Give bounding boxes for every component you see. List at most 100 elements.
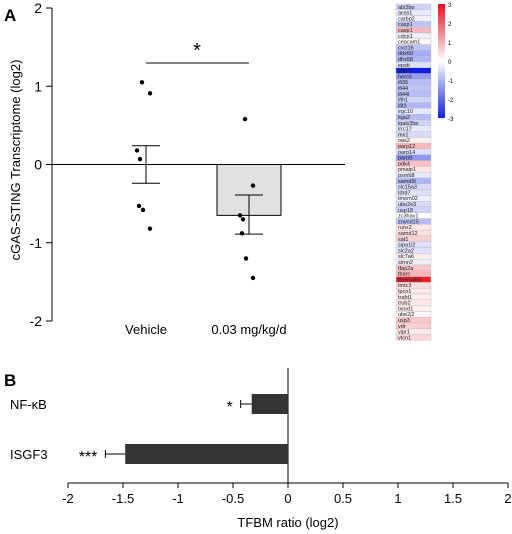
x-tick-label: -1.5 xyxy=(112,491,134,506)
gene-label: ddx60 xyxy=(398,51,413,57)
category-label: NF-κB xyxy=(10,397,47,412)
gene-label: herc6 xyxy=(398,74,412,80)
category-label: Vehicle xyxy=(125,322,167,337)
x-tick-label: 0.5 xyxy=(334,491,352,506)
gene-label: tmem45b xyxy=(398,277,421,283)
gene-label: tfap2a xyxy=(398,266,414,272)
x-tick-label: -0.5 xyxy=(222,491,244,506)
legend-tick-label: 3 xyxy=(448,3,452,9)
bar xyxy=(125,444,288,464)
panel-b-x-axis-label: TFBM ratio (log2) xyxy=(237,515,338,530)
y-tick-label: -2 xyxy=(30,313,43,329)
data-point xyxy=(147,226,153,231)
gene-label: lgals3bp xyxy=(398,121,419,127)
gene-label: trub2 xyxy=(398,301,411,307)
heatmap-color-legend: 3 2 1 0 -1 -2 -3 xyxy=(438,3,454,123)
gene-label: lrrc17 xyxy=(398,127,412,133)
significance-label: * xyxy=(226,399,232,416)
gene-label: vdr xyxy=(398,324,406,330)
gene-label: vipr1 xyxy=(398,330,410,336)
gene-label: ceacam1 xyxy=(398,40,420,46)
gene-label: epsti xyxy=(398,63,410,69)
gene-label: mx1 xyxy=(398,132,408,138)
data-point xyxy=(243,256,249,261)
panel-a-y-axis-label: cGAS-STING Transcriptome (log2) xyxy=(8,60,23,261)
gene-label: tmem02 xyxy=(398,196,418,202)
gene-label: usp18 xyxy=(398,208,413,214)
gene-label: slc2a2 xyxy=(398,248,414,254)
gene-label: ube2j2 xyxy=(398,312,415,318)
legend-tick-label: -3 xyxy=(448,117,454,123)
y-tick-label: 1 xyxy=(34,78,42,94)
legend-tick-label: 0 xyxy=(448,60,452,66)
gene-label: irgc10 xyxy=(398,109,413,115)
gene-label: sat1 xyxy=(398,237,408,243)
gene-label: parp9 xyxy=(398,156,412,162)
gene-label: psmb8 xyxy=(398,173,415,179)
gene-label: ifit3 xyxy=(398,103,407,109)
gene-label: parp14 xyxy=(398,150,415,156)
data-point xyxy=(134,148,140,153)
gene-label: samd12 xyxy=(398,231,418,237)
x-tick-label: 1 xyxy=(394,491,401,506)
panel-a-x-labels: Vehicle 0.03 mg/kg/d xyxy=(125,322,287,337)
panel-a-y-ticks: -2 -1 0 1 2 xyxy=(30,0,52,329)
legend-tick-label: 1 xyxy=(448,41,452,47)
gene-label: slc7a6 xyxy=(398,254,414,260)
data-point xyxy=(239,231,245,236)
gene-label: slc15a3 xyxy=(398,185,417,191)
gene-label: abi3bp xyxy=(398,5,415,11)
legend-tick-label: -2 xyxy=(448,98,454,104)
data-point xyxy=(139,80,145,85)
gene-label: ifi35 xyxy=(398,80,408,86)
y-tick-label: 0 xyxy=(34,157,42,173)
gene-label: vtcn1 xyxy=(398,335,411,341)
gene-label: zc3hav1 xyxy=(398,214,419,220)
gene-label: pdk4 xyxy=(398,161,410,167)
x-tick-label: -1 xyxy=(172,491,184,506)
significance-label: *** xyxy=(79,449,98,466)
gene-label: ifi44l xyxy=(398,92,409,98)
panel-a-letter: A xyxy=(4,6,16,25)
gene-label: casp1 xyxy=(398,22,413,28)
gene-label: oas2 xyxy=(398,138,410,144)
heatmap-cell xyxy=(395,334,432,341)
legend-tick-label: -1 xyxy=(448,79,454,85)
significance-star: * xyxy=(193,40,201,62)
panel-a-points xyxy=(134,80,256,281)
gene-label: stmn2 xyxy=(398,260,413,266)
heatmap-color-bar xyxy=(438,4,445,118)
gene-label: carbp2 xyxy=(398,16,415,22)
gene-label: ifih1 xyxy=(398,98,408,104)
data-point xyxy=(140,207,146,213)
gene-label: ube2e3 xyxy=(398,202,416,208)
data-point xyxy=(137,156,143,162)
panel-a-bars xyxy=(132,145,282,235)
gene-label: tmtc3 xyxy=(398,283,411,289)
x-tick-label: -2 xyxy=(62,491,74,506)
gene-label: runx2 xyxy=(398,225,412,231)
gene-label: casp1 xyxy=(398,28,413,34)
data-point xyxy=(237,213,243,218)
panel-b-x-ticks: -2 -1.5 -1 -0.5 0 0.5 1 1.5 2 xyxy=(62,483,512,506)
gene-heatmap: abi3bpacss1carbp2casp1casp1cdcp1ceacam1c… xyxy=(395,3,432,341)
gene-label: trafd1 xyxy=(398,295,412,301)
data-point xyxy=(242,116,248,122)
gene-label: acss1 xyxy=(398,11,412,17)
y-tick-label: 2 xyxy=(34,0,42,16)
gene-label: cxcl16 xyxy=(398,45,414,51)
gene-label: samd9l xyxy=(398,179,416,185)
gene-label: tdrd7 xyxy=(398,190,411,196)
gene-label: itga2 xyxy=(398,115,410,121)
gene-label: tbarc xyxy=(398,272,410,278)
gene-label: tpcn1 xyxy=(398,289,411,295)
data-point xyxy=(250,275,256,281)
gene-label: sipa1l2 xyxy=(398,243,415,249)
gene-label: ifi44 xyxy=(398,86,408,92)
data-point xyxy=(240,217,246,222)
x-tick-label: 0 xyxy=(284,491,291,506)
y-tick-label: -1 xyxy=(30,235,43,251)
legend-tick-label: 2 xyxy=(448,22,452,28)
gene-label: gbp4 xyxy=(398,69,410,75)
